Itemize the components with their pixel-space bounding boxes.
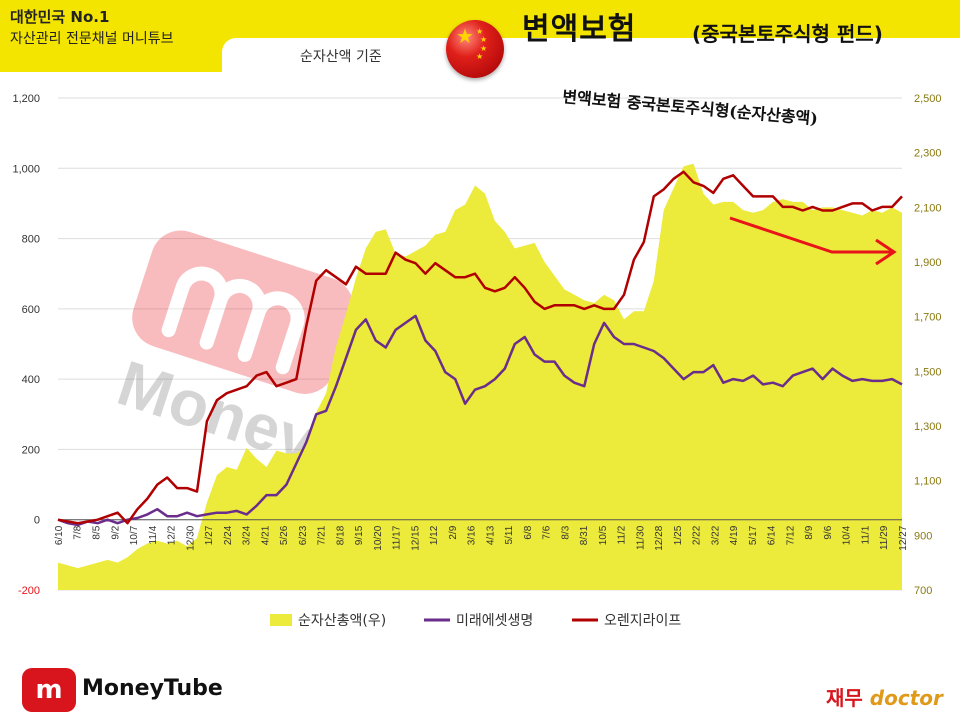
- left-tick-label: -200: [18, 585, 40, 597]
- x-tick-label: 1/27: [204, 525, 215, 545]
- x-tick-label: 12/2: [167, 525, 178, 545]
- footer-brand: MoneyTube: [82, 676, 223, 701]
- x-tick-label: 8/9: [804, 525, 815, 539]
- x-tick-label: 11/2: [617, 525, 628, 544]
- flag-small-star-icon: ★: [476, 27, 484, 36]
- left-tick-label: 800: [22, 234, 40, 246]
- basis-label: 순자산액 기준: [300, 49, 382, 65]
- x-tick-label: 6/23: [298, 525, 309, 545]
- right-tick-label: 2,300: [914, 148, 942, 160]
- x-tick-label: 5/26: [279, 525, 290, 545]
- x-tick-label: 6/8: [523, 525, 534, 539]
- x-tick-label: 2/22: [692, 525, 703, 545]
- x-tick-label: 4/19: [729, 525, 740, 545]
- x-tick-label: 3/16: [467, 525, 478, 545]
- x-tick-label: 7/8: [73, 525, 84, 539]
- right-tick-label: 1,700: [914, 312, 942, 324]
- right-axis-ticks: 700 900 1,100 1,300 1,500 1,700 1,900 2,100 2,30…: [914, 93, 942, 597]
- x-tick-label: 9/15: [354, 525, 365, 545]
- x-tick-label: 8/3: [560, 525, 571, 539]
- right-tick-label: 2,100: [914, 202, 942, 214]
- x-axis-ticks: 6/10 7/8 8/5 9/2 10/7 11/4 12/2 12/30 1/27 2/24 3/…: [54, 525, 909, 550]
- x-tick-label: 9/2: [110, 525, 121, 539]
- flag-small-star-icon: ★: [480, 44, 488, 53]
- legend-swatch-area: [270, 614, 292, 626]
- doctor-logo: 재무 doctor: [826, 682, 943, 711]
- header-bar: 대한민국 No.1 자산관리 전문채널 머니튜브 순자산액 기준 ★ ★ ★ ★…: [0, 0, 960, 78]
- x-tick-label: 8/18: [335, 525, 346, 545]
- right-tick-label: 1,300: [914, 421, 942, 433]
- left-tick-label: 0: [34, 515, 40, 527]
- x-tick-label: 3/24: [242, 525, 253, 545]
- right-tick-label: 900: [914, 530, 932, 542]
- x-tick-label: 10/5: [598, 525, 609, 545]
- legend-label-mirae: 미래에셋생명: [456, 613, 533, 629]
- left-axis-ticks: -200 0 200 400 600 800 1,000 1,200: [12, 93, 40, 597]
- net-asset-area: [58, 163, 902, 590]
- page-title: 변액보험: [522, 12, 637, 47]
- legend-label-orange: 오렌지라이프: [604, 613, 681, 629]
- left-tick-label: 600: [22, 304, 40, 316]
- x-tick-label: 10/4: [842, 525, 853, 545]
- flag-star-icon: ★: [456, 24, 474, 48]
- x-tick-label: 11/17: [392, 525, 403, 550]
- x-tick-label: 10/7: [129, 525, 140, 545]
- x-tick-label: 2/9: [448, 525, 459, 539]
- x-tick-label: 8/31: [579, 525, 590, 545]
- x-tick-label: 4/13: [485, 525, 496, 545]
- x-tick-label: 6/14: [767, 525, 778, 545]
- china-flag-icon: ★ ★ ★ ★ ★: [446, 20, 504, 78]
- page-subtitle: (중국본토주식형 펀드): [692, 22, 883, 46]
- x-tick-label: 6/10: [54, 525, 65, 545]
- moneytube-logo: m: [22, 668, 76, 712]
- x-tick-label: 1/12: [429, 525, 440, 545]
- x-tick-label: 10/20: [373, 525, 384, 550]
- x-tick-label: 7/12: [785, 525, 796, 545]
- left-tick-label: 1,200: [12, 93, 40, 105]
- x-tick-label: 11/30: [635, 525, 646, 550]
- x-tick-label: 12/28: [654, 525, 665, 550]
- x-tick-label: 2/24: [223, 525, 234, 545]
- x-tick-label: 1/25: [673, 525, 684, 545]
- flag-small-star-icon: ★: [480, 35, 488, 44]
- brand-line-1: 대한민국 No.1: [10, 8, 110, 26]
- right-tick-label: 1,900: [914, 257, 942, 269]
- orange-series-line: [57, 170, 903, 525]
- x-tick-label: 11/4: [148, 525, 159, 544]
- x-tick-label: 7/6: [542, 525, 553, 539]
- flag-small-star-icon: ★: [476, 52, 484, 61]
- doctor-logo-a: 재무: [826, 686, 863, 710]
- legend-label-area: 순자산총액(우): [298, 613, 386, 629]
- x-tick-label: 12/30: [185, 525, 196, 550]
- trend-arrow: [729, 216, 897, 266]
- brand-line-2: 자산관리 전문채널 머니튜브: [10, 31, 174, 47]
- chart-container: MoneyTube -200 0 200 400 600 800 1,000 1,200 70…: [0, 72, 960, 632]
- x-tick-label: 9/6: [823, 525, 834, 539]
- x-tick-label: 4/21: [260, 525, 271, 545]
- x-tick-label: 11/29: [879, 525, 890, 550]
- left-tick-label: 200: [22, 444, 40, 456]
- doctor-logo-b: doctor: [869, 686, 943, 710]
- x-tick-label: 12/27: [898, 525, 909, 550]
- chart-annotation: 변액보험 중국본토주식형(순자산총액): [562, 87, 819, 128]
- left-tick-label: 1,000: [12, 163, 40, 175]
- x-tick-label: 11/1: [860, 525, 871, 544]
- x-tick-label: 8/5: [92, 525, 103, 539]
- right-tick-label: 2,500: [914, 93, 942, 105]
- x-tick-label: 12/15: [410, 525, 421, 550]
- mirae-series-line: [57, 314, 903, 527]
- header-white-panel: [222, 38, 960, 72]
- x-tick-label: 3/22: [710, 525, 721, 545]
- right-tick-label: 700: [914, 585, 932, 597]
- right-tick-label: 1,100: [914, 476, 942, 488]
- x-tick-label: 7/21: [317, 525, 328, 545]
- right-tick-label: 1,500: [914, 366, 942, 378]
- chart-legend: 순자산총액(우) 미래에셋생명 오렌지라이프: [270, 613, 681, 629]
- x-tick-label: 5/11: [504, 525, 515, 544]
- x-tick-label: 5/17: [748, 525, 759, 545]
- left-tick-label: 400: [22, 374, 40, 386]
